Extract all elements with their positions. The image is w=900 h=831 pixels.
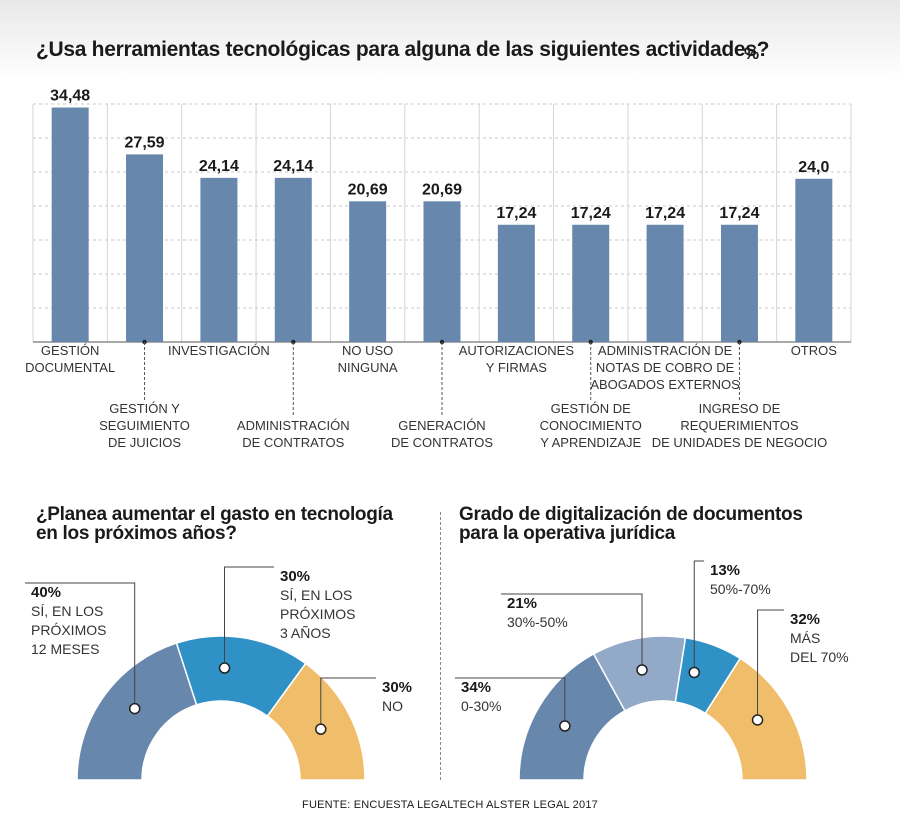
- category-label: OTROS: [791, 343, 838, 358]
- slice-pct-label: 40%: [31, 584, 61, 601]
- unit-label: %: [744, 44, 760, 63]
- category-label: INGRESO DE: [699, 401, 781, 416]
- slice-pct-label: 30%: [280, 568, 310, 585]
- donut1-title-line: ¿Planea aumentar el gasto en tecnología: [36, 504, 393, 525]
- slice-pct-label: 34%: [461, 679, 491, 696]
- donut1-title: ¿Planea aumentar el gasto en tecnología …: [36, 505, 393, 543]
- category-label: NOTAS DE COBRO DE: [596, 360, 735, 375]
- bar: [497, 224, 535, 342]
- slice-pct-label: 13%: [710, 562, 740, 579]
- category-label: DOCUMENTAL: [25, 360, 115, 375]
- slice-leader: [693, 560, 704, 673]
- bar-value-label: 34,48: [50, 88, 90, 105]
- slice-label: SÍ, EN LOS: [31, 603, 103, 619]
- slice-leader: [757, 609, 784, 720]
- slice-marker: [636, 664, 648, 676]
- category-label: ADMINISTRACIÓN DE: [598, 343, 733, 358]
- category-label: DE CONTRATOS: [242, 435, 344, 450]
- donut1-title-line: en los próximos años?: [36, 523, 237, 544]
- bar-value-label: 24,14: [199, 158, 239, 175]
- slice-pct-label: 32%: [790, 611, 820, 628]
- slice-label: 50%-70%: [710, 581, 771, 597]
- donut2-title: Grado de digitalización de documentos pa…: [459, 505, 803, 543]
- bar: [795, 178, 833, 342]
- donut2-title-line: para la operativa jurídica: [459, 523, 676, 544]
- slice-label: NO: [382, 698, 403, 714]
- donut2-title-line: Grado de digitalización de documentos: [459, 504, 803, 525]
- slice-leader: [224, 566, 274, 669]
- slice-label: DEL 70%: [790, 649, 849, 665]
- chart-title: ¿Usa herramientas tecnológicas para algu…: [36, 38, 770, 61]
- bar-value-label: 20,69: [422, 181, 462, 198]
- bar: [423, 201, 461, 342]
- category-label: DE CONTRATOS: [391, 435, 493, 450]
- slice-label: 12 MESES: [31, 641, 99, 657]
- slice-label: 3 AÑOS: [280, 625, 331, 641]
- bar-value-label: 20,69: [348, 181, 388, 198]
- category-label: GESTIÓN DE: [551, 401, 632, 416]
- category-label: Y APRENDIZAJE: [540, 435, 641, 450]
- bar: [274, 177, 312, 342]
- source-note: FUENTE: ENCUESTA LEGALTECH ALSTER LEGAL …: [302, 799, 598, 811]
- bar: [200, 177, 238, 342]
- slice-leader: [25, 582, 136, 709]
- bar-value-label: 17,24: [719, 205, 759, 222]
- bar: [126, 154, 164, 342]
- category-label: AUTORIZACIONES: [459, 343, 575, 358]
- section-divider: [440, 512, 441, 780]
- slice-leader: [501, 593, 643, 670]
- category-label: SEGUIMIENTO: [99, 418, 190, 433]
- category-label: ADMINISTRACIÓN: [237, 418, 350, 433]
- slice-pct-label: 21%: [507, 595, 537, 612]
- bar: [646, 224, 684, 342]
- category-label: INVESTIGACIÓN: [168, 343, 270, 358]
- slice-leader: [320, 677, 376, 730]
- category-label: ABOGADOS EXTERNOS: [590, 377, 740, 392]
- slice-label: MÁS: [790, 630, 820, 646]
- category-label: GESTIÓN Y: [109, 401, 180, 416]
- slice-pct-label: 30%: [382, 679, 412, 696]
- bar: [720, 224, 758, 342]
- bar-value-label: 27,59: [125, 134, 165, 151]
- category-label: REQUERIMIENTOS: [680, 418, 799, 433]
- bar: [51, 107, 89, 342]
- slice-marker: [751, 714, 764, 726]
- slice-label: PRÓXIMOS: [280, 606, 355, 622]
- bar: [572, 224, 610, 342]
- category-label: GESTIÓN: [41, 343, 100, 358]
- slice-label: PRÓXIMOS: [31, 622, 106, 638]
- slice-label: 0-30%: [461, 698, 501, 714]
- bar-value-label: 17,24: [645, 205, 685, 222]
- category-label: NINGUNA: [338, 360, 398, 375]
- slice-marker: [315, 723, 327, 735]
- slice-marker: [218, 662, 231, 674]
- category-label: DE JUICIOS: [108, 435, 181, 450]
- donut-slice: [266, 662, 366, 781]
- slice-marker: [128, 702, 141, 715]
- header-band: [0, 0, 900, 80]
- category-label: GENERACIÓN: [398, 418, 485, 433]
- bar-value-label: 24,0: [798, 159, 829, 176]
- category-label: NO USO: [342, 343, 393, 358]
- slice-label: 30%-50%: [507, 614, 568, 630]
- bar-value-label: 17,24: [571, 205, 611, 222]
- bar: [349, 201, 387, 342]
- bar-value-label: 24,14: [273, 158, 313, 175]
- category-label: CONOCIMIENTO: [540, 418, 642, 433]
- slice-leader: [455, 677, 566, 727]
- category-label: DE UNIDADES DE NEGOCIO: [652, 435, 828, 450]
- slice-marker: [559, 720, 571, 732]
- category-label: Y FIRMAS: [486, 360, 547, 375]
- bar-value-label: 17,24: [496, 205, 536, 222]
- slice-label: SÍ, EN LOS: [280, 587, 352, 603]
- slice-marker: [688, 666, 700, 679]
